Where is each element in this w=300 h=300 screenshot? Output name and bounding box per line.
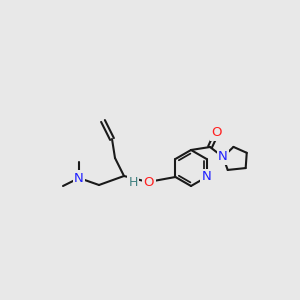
Text: N: N <box>74 172 84 184</box>
Text: N: N <box>218 151 228 164</box>
Text: O: O <box>212 127 222 140</box>
Text: N: N <box>202 170 212 184</box>
Text: O: O <box>144 176 154 190</box>
Text: H: H <box>128 176 138 190</box>
